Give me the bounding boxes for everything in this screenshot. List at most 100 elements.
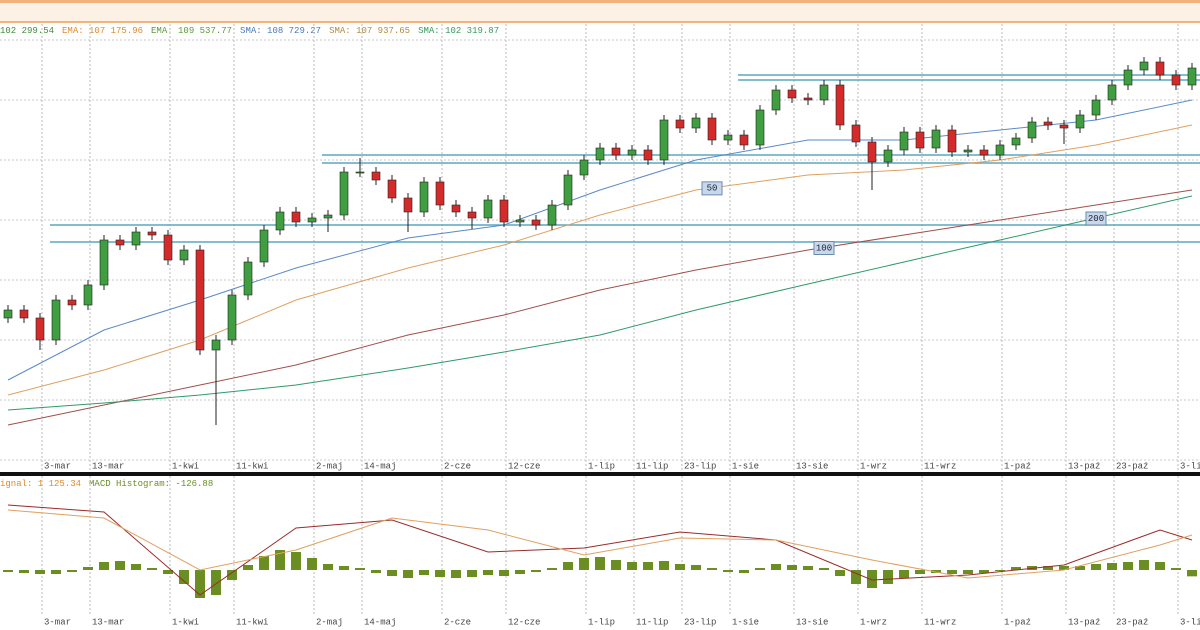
candle-body	[51, 299, 61, 341]
histogram-bar	[499, 570, 509, 576]
histogram-bar	[307, 558, 317, 570]
histogram-bar	[643, 562, 653, 570]
indicator-legend: 102 299.54 EMA: 107 175.96 EMA: 109 537.77…	[0, 26, 499, 36]
candle-body	[995, 144, 1005, 156]
macd-legend: ignal: 1 125.34 MACD Histogram: -126.88	[0, 479, 213, 489]
histogram-bar	[707, 568, 717, 570]
candle-body	[387, 179, 397, 199]
candle-body	[259, 229, 269, 263]
line-tag: 50	[707, 184, 718, 194]
x-tick-label: 2-cze	[444, 461, 471, 471]
candle-body	[1043, 121, 1053, 126]
candle-body	[323, 214, 333, 219]
candle-body	[115, 239, 125, 246]
x-tick-label: 11-kwi	[236, 617, 268, 627]
histogram-bar	[1043, 566, 1053, 570]
candle-body	[467, 211, 477, 219]
candle-body	[915, 131, 925, 149]
candle-body	[595, 147, 605, 161]
legend-item: EMA: 109 537.77	[151, 26, 232, 36]
histogram-bar	[595, 557, 605, 570]
histogram-bar	[947, 570, 957, 574]
line-tag-box	[1085, 211, 1107, 226]
candle-body	[1107, 84, 1117, 101]
candle-body	[771, 89, 781, 111]
histogram-bar	[547, 568, 557, 570]
histogram-bar	[883, 570, 893, 584]
histogram-bar	[1091, 564, 1101, 570]
histogram-bar	[387, 570, 397, 576]
histogram-bar	[579, 558, 589, 570]
candle-body	[275, 211, 285, 231]
x-tick-label: 12-cze	[508, 617, 540, 627]
x-tick-label: 1-lip	[588, 617, 615, 627]
candle-body	[131, 231, 141, 246]
candle-body	[163, 234, 173, 261]
x-tick-label: 13-paź	[1068, 617, 1100, 627]
candle-body	[67, 299, 77, 306]
histogram-bar	[67, 570, 77, 572]
histogram-bar	[531, 570, 541, 572]
candle-body	[19, 309, 29, 319]
x-tick-label: 3-lis	[1180, 617, 1200, 627]
histogram-bar	[675, 564, 685, 570]
line-tag: 100	[816, 243, 832, 253]
candle-body	[339, 171, 349, 216]
histogram-bar	[1187, 570, 1197, 577]
histogram-bar	[739, 570, 749, 573]
histogram-bar	[1011, 567, 1021, 570]
candle-body	[563, 174, 573, 206]
candle-body	[147, 231, 157, 236]
candle-body	[899, 131, 909, 151]
histogram-bar	[355, 568, 365, 570]
histogram-bar	[867, 570, 877, 588]
candle-body	[867, 141, 877, 163]
histogram-bar	[211, 570, 221, 595]
candle-body	[611, 147, 621, 156]
histogram-bar	[659, 561, 669, 570]
candle-body	[99, 239, 109, 286]
candle-body	[1123, 69, 1133, 86]
x-tick-label: 14-maj	[364, 461, 396, 471]
x-tick-label: 2-cze	[444, 617, 471, 627]
candle-body	[643, 149, 653, 161]
histogram-bar	[563, 562, 573, 570]
candle-body	[579, 159, 589, 176]
x-tick-label: 1-sie	[732, 617, 759, 627]
candle-body	[739, 134, 749, 146]
candle-body	[403, 197, 413, 213]
histogram-bar	[83, 567, 93, 570]
histogram-bar	[451, 570, 461, 578]
x-tick-label: 2-maj	[316, 617, 343, 627]
x-tick-label: 1-kwi	[172, 617, 199, 627]
candle-body	[451, 204, 461, 213]
histogram-bar	[19, 570, 29, 573]
candle-body	[483, 199, 493, 219]
histogram-bar	[835, 570, 845, 576]
candle-body	[1011, 137, 1021, 146]
x-tick-label: 11-lip	[636, 461, 668, 471]
x-tick-label: 11-lip	[636, 617, 668, 627]
indicator-line	[7, 195, 1193, 411]
candle-body	[707, 117, 717, 141]
toolbar	[0, 3, 1200, 21]
histogram-bar	[131, 564, 141, 570]
candle-body	[1075, 114, 1085, 129]
histogram-bar	[851, 570, 861, 584]
histogram-bar	[819, 568, 829, 570]
histogram-bar	[115, 561, 125, 570]
histogram-bar	[147, 568, 157, 570]
legend-item: 102 299.54	[0, 26, 54, 36]
candle-body	[1027, 121, 1037, 139]
histogram-bar	[259, 556, 269, 570]
candle-body	[675, 119, 685, 129]
candle-body	[787, 89, 797, 99]
histogram-bar	[1155, 562, 1165, 570]
candle-body	[547, 204, 557, 226]
candle-body	[291, 211, 301, 223]
histogram-bar	[1139, 560, 1149, 570]
legend-item: ignal: 1 125.34	[0, 479, 81, 489]
candle-body	[755, 109, 765, 146]
